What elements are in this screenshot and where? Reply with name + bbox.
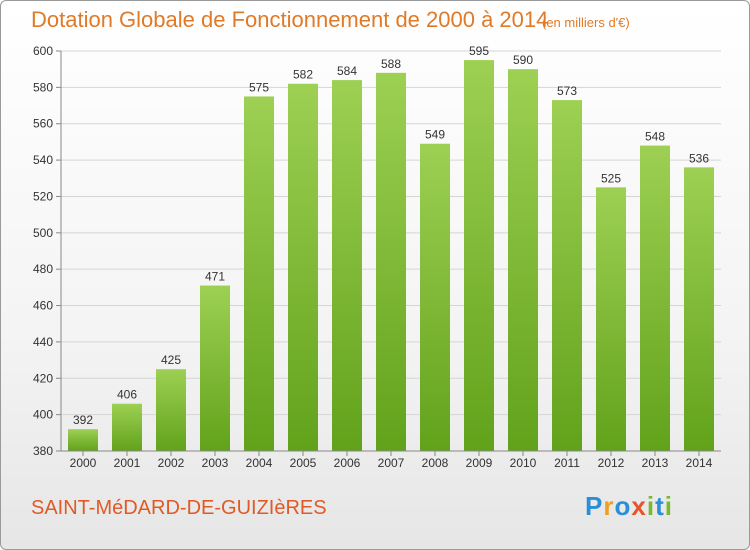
x-tick-label: 2007 bbox=[378, 456, 405, 470]
data-label: 471 bbox=[205, 270, 225, 284]
x-tick-label: 2003 bbox=[202, 456, 229, 470]
bar bbox=[288, 83, 318, 452]
x-tick-label: 2009 bbox=[466, 456, 493, 470]
bar bbox=[200, 285, 230, 451]
bar bbox=[684, 167, 714, 451]
bar bbox=[376, 72, 406, 452]
x-tick-label: 2004 bbox=[246, 456, 273, 470]
x-tick-label: 2011 bbox=[554, 456, 580, 470]
y-tick-label: 480 bbox=[33, 262, 53, 276]
data-label: 595 bbox=[469, 44, 489, 58]
commune-name: SAINT-MéDARD-DE-GUIZIèRES bbox=[31, 497, 327, 519]
y-tick-label: 580 bbox=[33, 80, 53, 94]
data-label: 582 bbox=[293, 68, 313, 82]
y-tick-label: 560 bbox=[33, 117, 53, 131]
bar bbox=[68, 429, 98, 451]
bar bbox=[156, 369, 186, 451]
data-label: 584 bbox=[337, 64, 357, 78]
y-tick-label: 540 bbox=[33, 153, 53, 167]
x-tick-label: 2010 bbox=[510, 456, 537, 470]
data-label: 590 bbox=[513, 53, 533, 67]
bar bbox=[332, 80, 362, 451]
y-tick-label: 420 bbox=[33, 371, 53, 385]
x-tick-label: 2000 bbox=[70, 456, 97, 470]
y-tick-label: 600 bbox=[33, 44, 53, 58]
proxiti-logo: Proxiti bbox=[585, 491, 673, 521]
data-label: 588 bbox=[381, 57, 401, 71]
bar bbox=[596, 187, 626, 451]
bar bbox=[552, 100, 582, 451]
chart-title: Dotation Globale de Fonctionnement de 20… bbox=[31, 7, 549, 32]
data-label: 406 bbox=[117, 388, 137, 402]
y-tick-label: 400 bbox=[33, 408, 53, 422]
bar bbox=[420, 143, 450, 451]
bar bbox=[112, 403, 142, 451]
bar bbox=[508, 69, 538, 451]
y-tick-label: 520 bbox=[33, 189, 53, 203]
data-label: 425 bbox=[161, 353, 181, 367]
bar bbox=[244, 96, 274, 452]
x-tick-label: 2013 bbox=[642, 456, 669, 470]
y-tick-label: 380 bbox=[33, 444, 53, 458]
data-label: 549 bbox=[425, 128, 445, 142]
y-tick-label: 440 bbox=[33, 335, 53, 349]
data-label: 573 bbox=[557, 84, 577, 98]
x-tick-label: 2008 bbox=[422, 456, 449, 470]
bar bbox=[640, 145, 670, 451]
x-tick-label: 2012 bbox=[598, 456, 625, 470]
bar bbox=[464, 60, 494, 451]
data-label: 575 bbox=[249, 80, 269, 94]
data-label: 536 bbox=[689, 151, 709, 165]
data-label: 392 bbox=[73, 413, 93, 427]
data-label: 548 bbox=[645, 130, 665, 144]
x-tick-label: 2005 bbox=[290, 456, 317, 470]
y-tick-label: 500 bbox=[33, 226, 53, 240]
data-label: 525 bbox=[601, 171, 621, 185]
y-tick-label: 460 bbox=[33, 299, 53, 313]
x-tick-label: 2001 bbox=[114, 456, 141, 470]
x-tick-label: 2002 bbox=[158, 456, 185, 470]
x-tick-label: 2014 bbox=[686, 456, 713, 470]
chart-unit: (en milliers d'€) bbox=[542, 15, 630, 30]
x-tick-label: 2006 bbox=[334, 456, 361, 470]
